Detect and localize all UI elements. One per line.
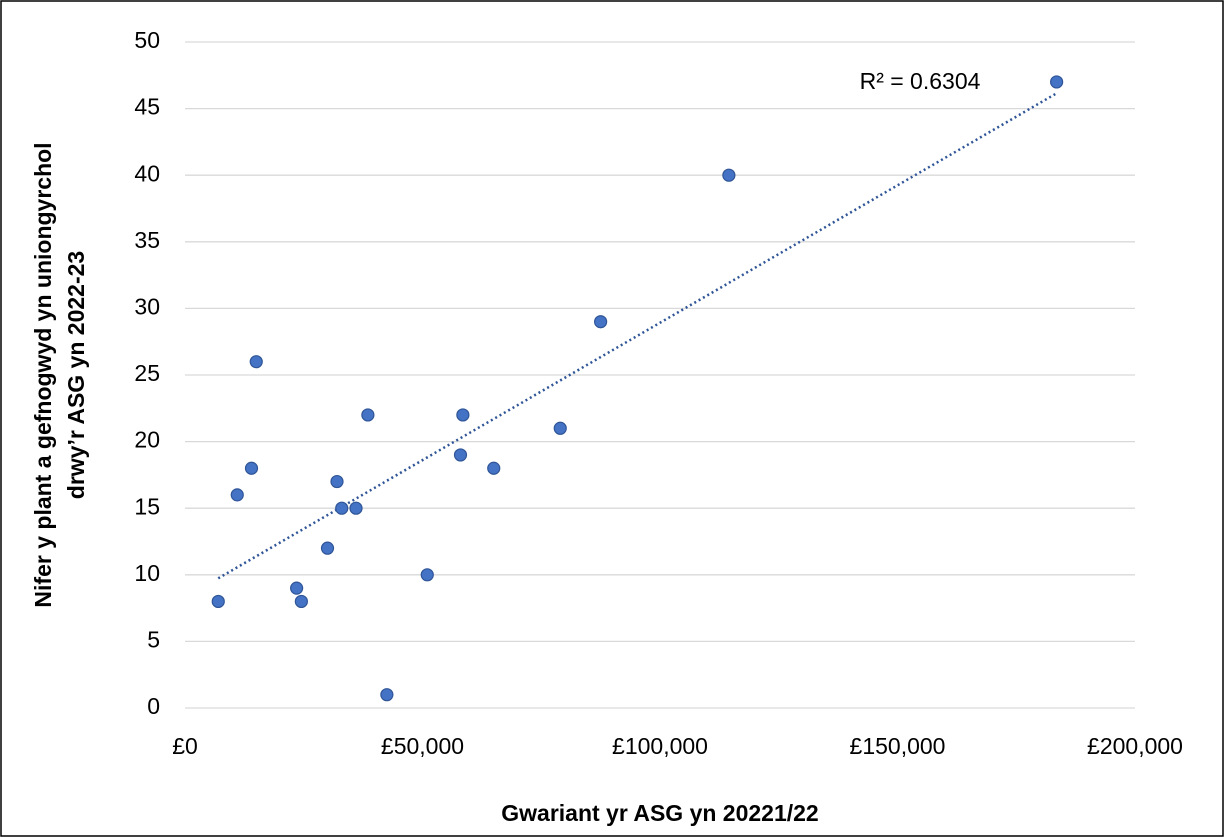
x-tick-label: £200,000 — [1087, 733, 1183, 759]
point — [244, 461, 259, 475]
point — [320, 541, 335, 555]
y-tick-label: 25 — [134, 360, 160, 386]
point — [361, 408, 375, 422]
point — [294, 594, 308, 609]
y-tick-label: 40 — [134, 160, 160, 186]
point — [290, 581, 304, 595]
point — [487, 461, 501, 475]
point — [594, 315, 608, 329]
y-tick-label: 15 — [134, 493, 160, 519]
y-axis-title: Nifer y plant a gefnogwyd yn uniongyrcho… — [30, 142, 89, 607]
y-axis-title-line: drwy’r ASG yn 2022-23 — [63, 251, 89, 499]
point — [380, 688, 394, 702]
point — [330, 474, 344, 489]
point — [349, 501, 363, 515]
point — [553, 421, 567, 435]
y-tick-label: 30 — [134, 293, 160, 319]
y-tick-label: 20 — [134, 427, 160, 453]
x-tick-label: £150,000 — [850, 733, 946, 759]
y-tick-label: 45 — [134, 94, 160, 120]
point — [453, 448, 468, 462]
y-tick-label: 5 — [147, 626, 160, 652]
x-tick-label: £0 — [172, 733, 198, 759]
r-squared: R² = 0.6304 — [860, 68, 981, 94]
x-axis-title: Gwariant yr ASG yn 20221/22 — [501, 800, 818, 826]
point — [211, 594, 225, 609]
point — [335, 501, 349, 515]
x-tick-label: £50,000 — [381, 733, 464, 759]
trendline — [217, 92, 1058, 580]
point — [456, 408, 470, 422]
x-tick-label: £100,000 — [612, 733, 708, 759]
point — [420, 568, 434, 582]
y-tick-label: 10 — [134, 560, 160, 586]
point — [230, 488, 244, 502]
point — [722, 168, 736, 182]
point — [1050, 75, 1064, 89]
y-axis-title-line: Nifer y plant a gefnogwyd yn uniongyrcho… — [30, 142, 56, 607]
y-tick-label: 35 — [134, 227, 160, 253]
y-tick-label: 0 — [147, 693, 160, 719]
point — [249, 355, 263, 369]
y-tick-label: 50 — [134, 27, 160, 53]
